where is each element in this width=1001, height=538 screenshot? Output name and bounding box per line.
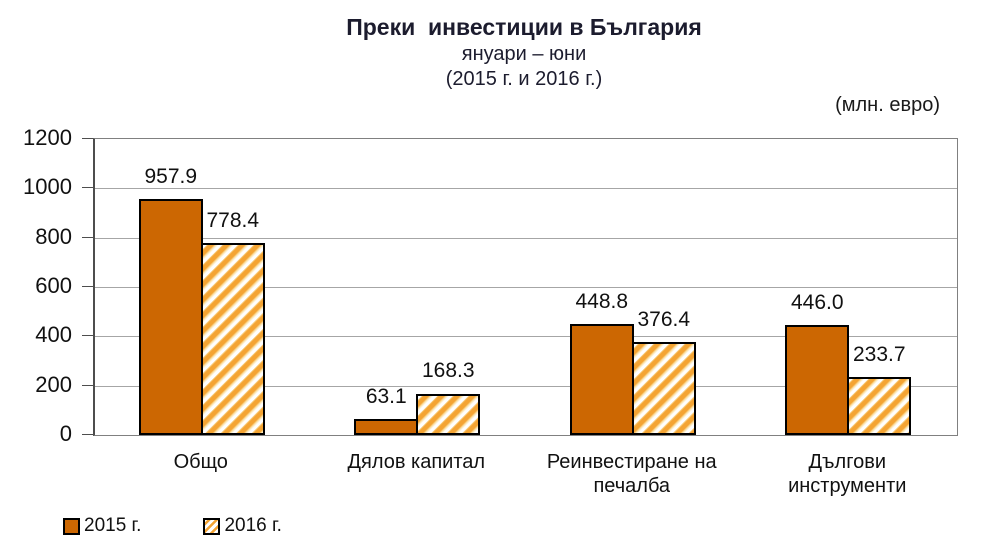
- y-tick-label-600: 600: [35, 273, 72, 298]
- value-label-2016г-4: 233.7: [852, 343, 906, 367]
- value-label-2016г-1: 778.4: [206, 208, 260, 232]
- bar-2015г-4: [785, 325, 850, 435]
- x-category-label-3: Реинвестиране на печалба: [546, 451, 717, 497]
- legend-label-2016: 2016 г.: [224, 515, 282, 536]
- value-label-2016г-3: 376.4: [637, 308, 691, 332]
- y-tick-mark-1000: [82, 187, 93, 189]
- bar-2015г-3: [569, 324, 634, 435]
- x-category-label-4: Дългови инструменти: [788, 451, 907, 497]
- value-label-2015г-3: 448.8: [575, 290, 629, 314]
- plot-area: 957.9 63.1 448.8 446.0 778.4 168.3 376.4 233.7: [93, 138, 958, 436]
- y-tick-mark-0: [82, 434, 93, 435]
- y-tick-mark-200: [82, 384, 93, 386]
- x-category-label-1: Общо: [173, 451, 228, 473]
- bar-2016г-2: [416, 393, 481, 435]
- chart-subtitle-years: (2015 г. и 2016 г.): [445, 68, 603, 90]
- y-tick-label-800: 800: [35, 223, 72, 249]
- x-category-label-2: Дялов капитал: [347, 451, 486, 473]
- y-tick-label-0: 0: [59, 421, 72, 446]
- unit-label: (млн. евро): [835, 94, 940, 116]
- y-tick-mark-600: [82, 286, 93, 287]
- chart-subtitle-period: януари – юни: [461, 43, 587, 65]
- value-label-2015г-2: 63.1: [365, 385, 407, 409]
- gridline-200: [95, 385, 957, 387]
- y-tick-label-1200: 1200: [23, 125, 72, 150]
- value-label-2015г-1: 957.9: [144, 164, 198, 188]
- y-tick-label-200: 200: [35, 371, 72, 397]
- y-tick-label-400: 400: [35, 322, 72, 348]
- y-tick-mark-1200: [82, 138, 93, 139]
- value-label-2016г-2: 168.3: [421, 359, 475, 383]
- chart-title: Преки инвестиции в България: [346, 14, 702, 40]
- y-tick-mark-800: [82, 236, 93, 238]
- legend: 2015 г. 2016 г.: [63, 514, 282, 538]
- gridline-800: [95, 237, 957, 239]
- legend-swatch-2016: [203, 517, 221, 535]
- bar-2016г-1: [200, 243, 265, 435]
- bar-2015г-2: [354, 419, 419, 435]
- gridline-400: [95, 336, 957, 338]
- legend-swatch-2015: [63, 517, 80, 535]
- gridline-1000: [95, 188, 957, 190]
- legend-label-2015: 2015 г.: [84, 515, 142, 536]
- bar-2015г-1: [138, 198, 203, 435]
- y-tick-mark-400: [82, 335, 93, 337]
- bar-2016г-3: [631, 342, 696, 435]
- value-label-2015г-4: 446.0: [790, 290, 844, 314]
- gridline-600: [95, 287, 957, 288]
- bar-2016г-4: [847, 377, 912, 435]
- y-tick-label-1000: 1000: [23, 174, 72, 200]
